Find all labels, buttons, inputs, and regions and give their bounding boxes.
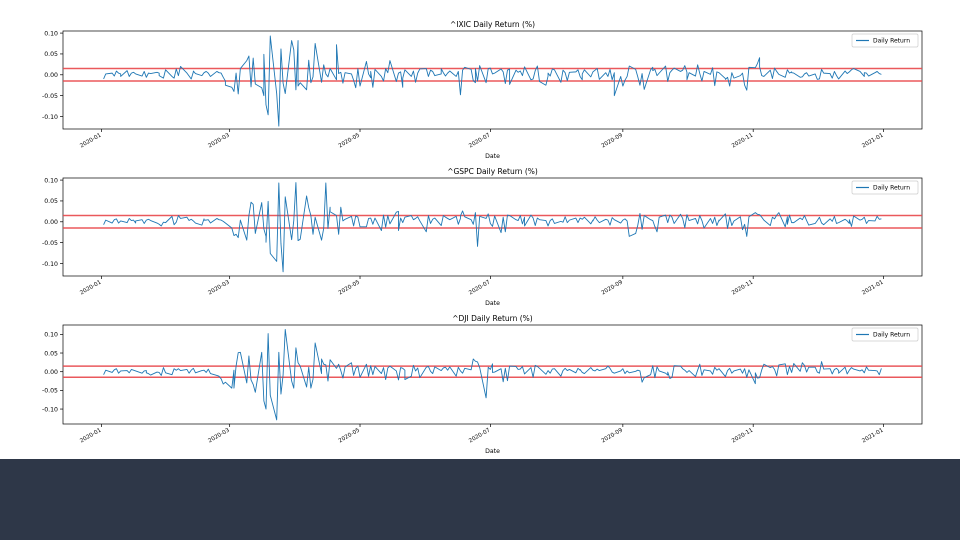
x-tick-label: 2020-11 [731, 427, 755, 444]
y-tick-label: 0.00 [44, 72, 58, 79]
y-tick-label: 0.00 [44, 369, 58, 376]
legend-box [851, 327, 919, 342]
figure-svg: ^IXIC Daily Return (%) 0.10 0.05 0.00 -0.05 -… [42, 20, 923, 455]
y-tick-label: 0.05 [44, 198, 58, 205]
footer-bar [0, 459, 960, 540]
y-tick-label: -0.10 [42, 114, 58, 121]
y-tick-label: 0.10 [44, 177, 58, 184]
figure: ^IXIC Daily Return (%) 0.10 0.05 0.00 -0.05 -… [41, 20, 923, 455]
chart-2: ^GSPC Daily Return (%) 0.10 0.05 0.00 -0.05 -… [42, 167, 923, 307]
chart-title: ^DJI Daily Return (%) [452, 314, 533, 323]
chart-3: ^DJI Daily Return (%) 0.10 0.05 0.00 -0.05 -0… [42, 314, 923, 455]
x-tick-label: 2020-01 [79, 279, 103, 296]
y-tick-label: 0.10 [44, 30, 58, 37]
x-tick-label: 2020-03 [207, 427, 231, 444]
x-tick-label: 2020-05 [338, 279, 362, 296]
x-tick-label: 2020-07 [468, 132, 492, 149]
x-tick-label: 2020-09 [601, 279, 625, 296]
legend-label: Daily Return [873, 332, 910, 339]
x-tick-label: 2020-01 [79, 132, 103, 149]
x-tick-label: 2020-03 [207, 279, 231, 296]
x-tick-label: 2021-01 [861, 427, 885, 444]
plot-frame [62, 30, 923, 130]
legend-box [851, 180, 919, 195]
y-tick-label: -0.05 [42, 93, 58, 100]
series-line-daily-return [103, 35, 882, 127]
x-axis-label: Date [485, 153, 500, 160]
x-tick-label: 2020-07 [468, 279, 492, 296]
legend-label: Daily Return [873, 38, 910, 45]
legend-box [851, 33, 919, 48]
x-tick-label: 2020-09 [601, 427, 625, 444]
x-tick-label: 2020-09 [601, 132, 625, 149]
x-tick-label: 2020-11 [731, 279, 755, 296]
x-tick-label: 2020-05 [338, 132, 362, 149]
x-axis-label: Date [485, 300, 500, 307]
legend-label: Daily Return [873, 185, 910, 192]
x-tick-label: 2020-11 [731, 132, 755, 149]
x-tick-label: 2021-01 [861, 132, 885, 149]
y-tick-label: -0.05 [42, 388, 58, 395]
series-line-daily-return [103, 329, 882, 421]
y-tick-label: 0.00 [44, 219, 58, 226]
x-tick-label: 2020-05 [338, 427, 362, 444]
y-tick-label: 0.10 [44, 332, 58, 339]
x-tick-label: 2020-01 [79, 427, 103, 444]
chart-1: ^IXIC Daily Return (%) 0.10 0.05 0.00 -0.05 -… [42, 20, 923, 160]
y-tick-label: -0.10 [42, 406, 58, 413]
x-tick-label: 2021-01 [861, 279, 885, 296]
plot-frame [62, 324, 923, 425]
x-tick-label: 2020-03 [207, 132, 231, 149]
y-tick-label: 0.05 [44, 350, 58, 357]
plot-frame [62, 177, 923, 277]
chart-title: ^GSPC Daily Return (%) [447, 167, 538, 176]
x-axis-label: Date [485, 448, 500, 455]
y-tick-label: -0.10 [42, 261, 58, 268]
x-tick-label: 2020-07 [468, 427, 492, 444]
y-tick-label: 0.05 [44, 51, 58, 58]
chart-title: ^IXIC Daily Return (%) [450, 20, 535, 29]
y-tick-label: -0.05 [42, 240, 58, 247]
series-line-daily-return [103, 182, 882, 273]
